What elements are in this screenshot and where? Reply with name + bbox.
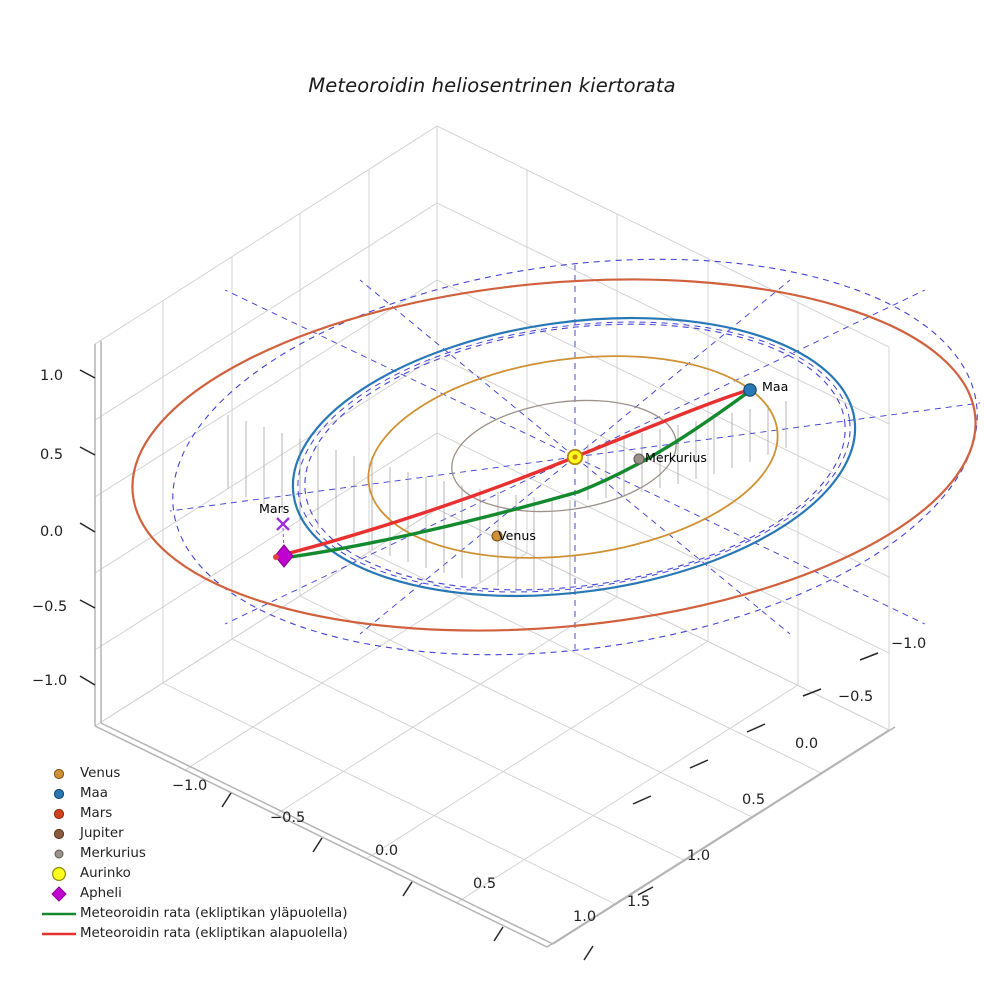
marker-apheli [274, 544, 294, 568]
mars-label: Mars [259, 501, 290, 516]
trajectory-below-ecliptic [280, 388, 751, 557]
axis-tick-marks [79, 369, 879, 961]
x-tick-label: 0.5 [473, 876, 497, 892]
ecliptic-reference-circles [172, 258, 978, 656]
marker-venus [491, 530, 503, 542]
legend-label-merkurius: Merkurius [80, 846, 146, 861]
legend-label-below: Meteoroidin rata (ekliptikan alapuolella… [80, 926, 348, 941]
x-tick-label: 1.0 [573, 909, 597, 925]
legend-label-mars: Mars [80, 806, 113, 821]
maa-label: Maa [762, 379, 789, 394]
marker-merkurius [633, 453, 645, 465]
z-tick-label: 0.5 [40, 447, 64, 463]
z-tick-label: 1.0 [40, 368, 64, 384]
legend-marker-apheli [51, 886, 67, 902]
legend-label-maa: Maa [80, 786, 108, 801]
ecliptic-reference-spokes [169, 265, 981, 649]
x-tick-label: 0.0 [375, 843, 399, 859]
orbit-maa-reference [297, 321, 851, 593]
x-tick-label: −1.0 [172, 778, 208, 794]
legend-marker-maa [53, 788, 65, 800]
orbit-mars [131, 278, 977, 632]
y-tick-label: 0.0 [795, 736, 819, 752]
legend-label-apheli: Apheli [80, 886, 122, 901]
legend-label-aurinko: Aurinko [80, 866, 131, 881]
legend-symbols [42, 768, 76, 936]
legend-label-venus: Venus [80, 766, 121, 781]
merkurius-label: Merkurius [645, 450, 707, 465]
y-tick-label: 1.0 [687, 848, 711, 864]
x-tick-label: −0.5 [270, 810, 306, 826]
marker-maa [743, 383, 757, 397]
axis-spines [94, 341, 896, 948]
y-tick-label: −1.0 [891, 636, 927, 652]
marker-mars [276, 517, 290, 531]
legend-marker-mars [53, 808, 65, 820]
y-tick-label: 0.5 [742, 792, 766, 808]
legend-label-above: Meteoroidin rata (ekliptikan yläpuolella… [80, 906, 348, 921]
trajectory-above-ecliptic [281, 389, 752, 560]
venus-label: Venus [498, 528, 536, 543]
z-tick-label: 0.0 [40, 524, 64, 540]
legend-marker-venus [53, 768, 65, 780]
marker-aurinko-core [572, 454, 578, 460]
legend-marker-jupiter [53, 828, 65, 840]
page-title: Meteoroidin heliosentrinen kiertorata [308, 74, 676, 97]
orbit-maa [291, 316, 857, 598]
z-tick-label: −1.0 [32, 673, 68, 689]
z-tick-label: −0.5 [32, 599, 68, 615]
y-tick-label: −0.5 [838, 689, 874, 705]
marker-apheli-dot [273, 554, 279, 560]
x-tick-label: 1.5 [627, 894, 651, 910]
legend-marker-merkurius [54, 849, 64, 859]
legend-label-jupiter: Jupiter [80, 826, 124, 841]
orbit-venus [367, 355, 779, 559]
legend-marker-aurinko [51, 866, 66, 881]
